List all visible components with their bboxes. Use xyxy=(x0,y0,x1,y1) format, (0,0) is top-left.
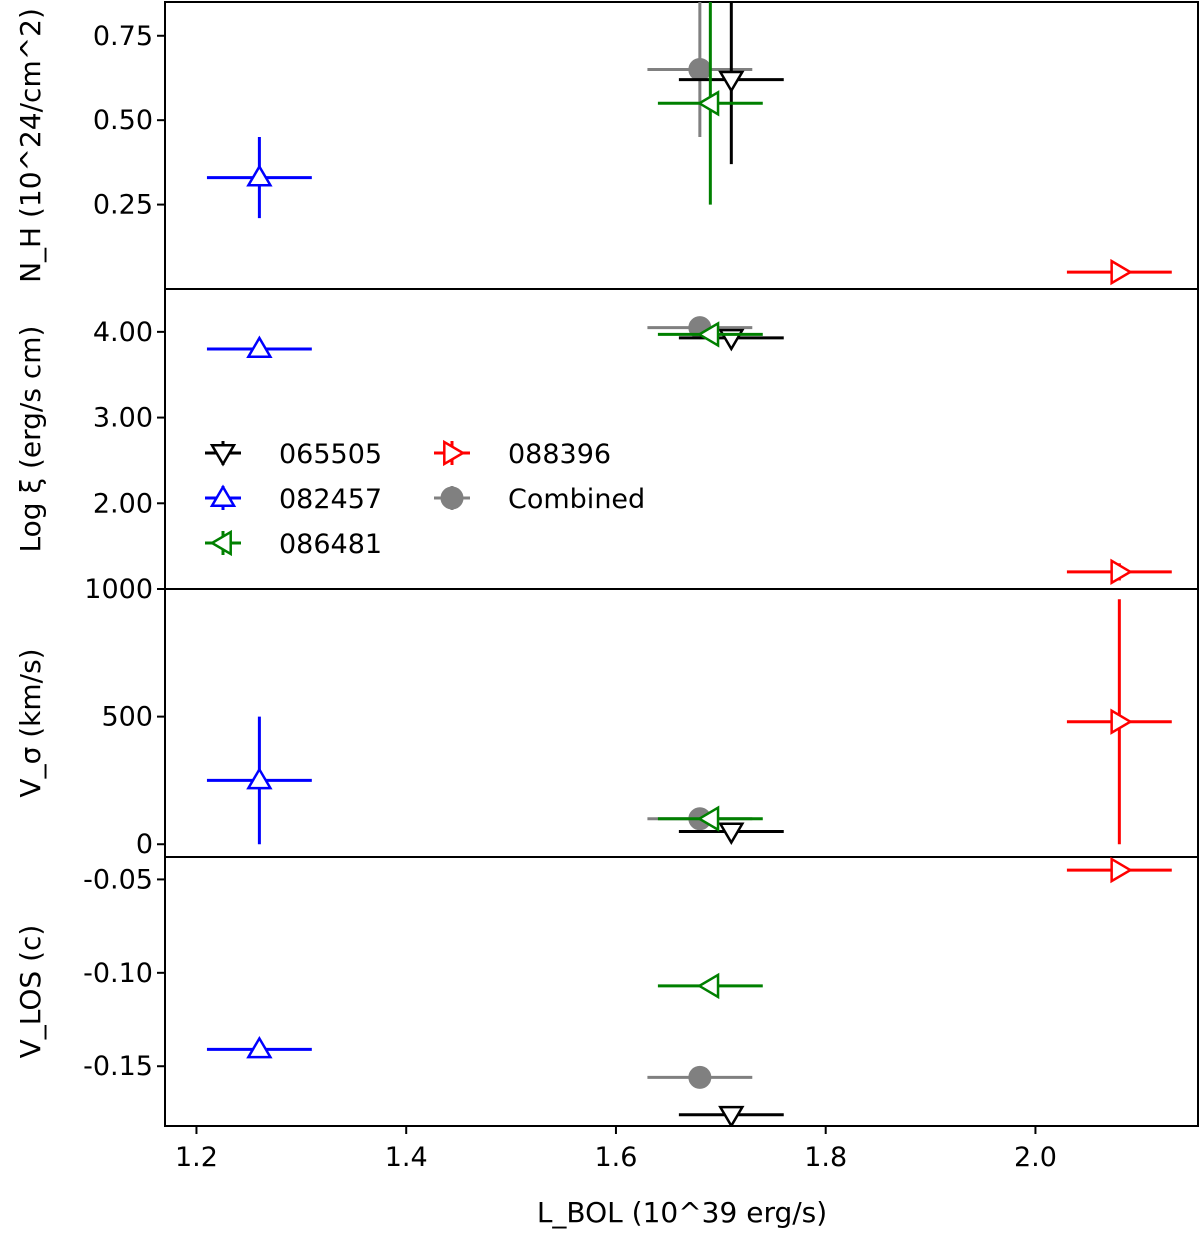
panel-data-logxi xyxy=(206,316,1172,586)
legend-item-082457: 082457 xyxy=(205,484,382,515)
y-tick-label-nh: 0.75 xyxy=(93,21,153,52)
point-082457-vsigma xyxy=(246,766,273,790)
panel-frame-nh xyxy=(164,1,1199,290)
legend-marker-065505 xyxy=(209,444,237,467)
point-Combined-nh xyxy=(688,58,712,82)
legend: 065505 082457 086481 088396 Combined xyxy=(205,439,645,560)
x-tick-label: 1.6 xyxy=(594,1142,637,1173)
legend-label-065505: 065505 xyxy=(279,439,382,470)
panel-frame-vsigma xyxy=(164,588,1199,858)
y-tick-label-nh: 0.50 xyxy=(93,105,153,136)
panel-nh: 0.25 0.50 0.75 N_H (10^24/cm^2) xyxy=(14,1,1199,290)
x-tick-label: 2.0 xyxy=(1014,1142,1057,1173)
x-tick-label: 1.4 xyxy=(385,1142,428,1173)
panel-data-nh xyxy=(206,2,1172,286)
legend-label-088396: 088396 xyxy=(508,439,611,470)
panel-frame-vlos xyxy=(164,856,1199,1127)
point-088396-vlos xyxy=(1110,857,1133,884)
panel-data-vsigma xyxy=(206,599,1172,845)
point-Combined-vlos xyxy=(688,1065,712,1089)
y-axis-label-vsigma: V_σ (km/s) xyxy=(14,648,47,797)
legend-label-Combined: Combined xyxy=(508,484,645,515)
y-axis-label-logxi: Log ξ (erg/s cm) xyxy=(14,326,47,553)
legend-marker-Combined xyxy=(440,486,464,510)
legend-marker-082457 xyxy=(209,484,237,507)
point-088396-logxi xyxy=(1110,558,1133,586)
y-tick-label-vlos: -0.05 xyxy=(83,864,153,895)
point-088396-vsigma xyxy=(1110,708,1133,735)
point-082457-logxi xyxy=(246,335,273,358)
point-086481-logxi xyxy=(696,321,720,348)
point-065505-vlos xyxy=(718,1105,745,1126)
y-tick-label-nh: 0.25 xyxy=(93,190,153,221)
point-086481-vlos xyxy=(696,972,720,1000)
point-065505-vsigma xyxy=(718,822,745,845)
panel-vlos: -0.15 -0.10 -0.05 V_LOS (c) xyxy=(14,856,1199,1127)
legend-item-088396: 088396 xyxy=(434,439,611,470)
y-tick-label-vlos: -0.15 xyxy=(83,1051,153,1082)
point-088396-nh xyxy=(1110,258,1133,286)
y-axis-label-vlos: V_LOS (c) xyxy=(14,925,47,1059)
legend-item-065505: 065505 xyxy=(205,439,382,470)
legend-item-Combined: Combined xyxy=(434,484,645,515)
x-axis-label: L_BOL (10^39 erg/s) xyxy=(537,1196,827,1229)
y-axis-label-nh: N_H (10^24/cm^2) xyxy=(14,8,47,283)
x-tick-label: 1.8 xyxy=(804,1142,847,1173)
legend-label-082457: 082457 xyxy=(279,484,382,515)
y-tick-label-logxi: 3.00 xyxy=(93,403,153,434)
legend-label-086481: 086481 xyxy=(279,529,382,560)
panel-data-vlos xyxy=(206,857,1172,1126)
y-tick-label-logxi: 4.00 xyxy=(93,317,153,348)
y-tick-label-logxi: 2.00 xyxy=(93,488,153,519)
panel-vsigma: 0 500 1000 V_σ (km/s) xyxy=(14,574,1199,860)
y-tick-label-vsigma: 0 xyxy=(136,829,153,860)
point-086481-vsigma xyxy=(696,805,720,832)
panels-group: 0.25 0.50 0.75 N_H (10^24/cm^2) 2.00 3.00 4.00… xyxy=(14,1,1199,1127)
x-axis: 1.2 1.4 1.6 1.8 2.0 xyxy=(175,1126,1057,1173)
y-tick-label-vsigma: 500 xyxy=(101,702,153,733)
legend-marker-088396 xyxy=(443,439,466,467)
point-065505-nh xyxy=(718,70,745,94)
y-tick-label-vsigma: 1000 xyxy=(84,574,153,605)
legend-marker-086481 xyxy=(209,529,232,557)
point-082457-nh xyxy=(246,164,273,187)
point-082457-vlos xyxy=(246,1035,273,1059)
point-086481-nh xyxy=(696,90,720,117)
y-tick-label-vlos: -0.10 xyxy=(83,958,153,989)
legend-item-086481: 086481 xyxy=(205,529,382,560)
x-tick-label: 1.2 xyxy=(175,1142,218,1173)
